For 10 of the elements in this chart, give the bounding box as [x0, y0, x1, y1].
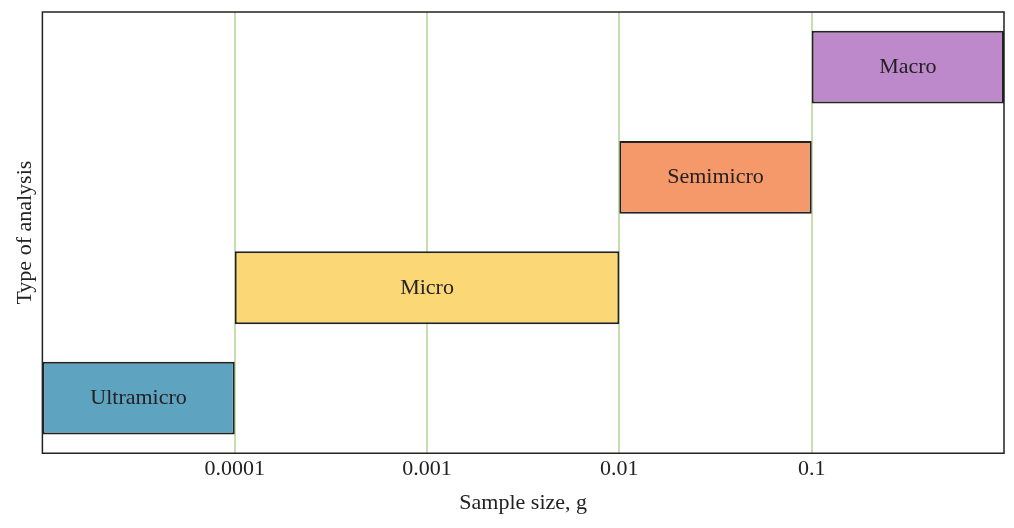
y-axis-title: Type of analysis: [10, 160, 36, 305]
y-tick-label: Ultramicro: [90, 383, 187, 409]
x-tick-label: 0.001: [402, 455, 452, 481]
x-tick-label: 0.01: [600, 455, 639, 481]
x-tick-label: 0.1: [797, 455, 826, 481]
y-tick-label: Macro: [879, 52, 937, 78]
x-tick-label: 0.0001: [204, 455, 265, 481]
y-tick-label: Semimicro: [667, 163, 764, 189]
x-axis-title: Sample size, g: [459, 488, 588, 514]
y-tick-label: Micro: [400, 273, 454, 299]
